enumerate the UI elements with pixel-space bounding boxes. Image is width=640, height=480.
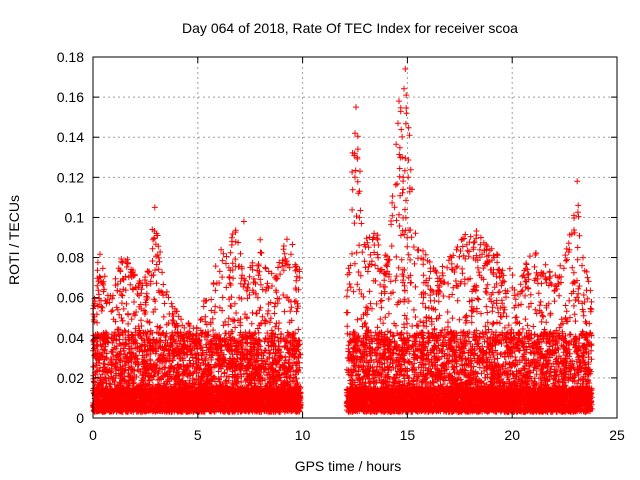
y-tick-label: 0.04 <box>57 330 84 346</box>
x-tick-label: 25 <box>609 427 625 443</box>
axis-ticks: 0 0.02 0.04 0.06 0.08 0.1 0.12 0.14 0.16 0.18 0 5 10… <box>57 49 625 443</box>
y-tick-label: 0.12 <box>57 169 84 185</box>
y-tick-label: 0.02 <box>57 370 84 386</box>
y-tick-label: 0.16 <box>57 89 84 105</box>
scatter-points-path <box>90 66 595 415</box>
data-points <box>90 66 595 415</box>
y-tick-label: 0.18 <box>57 49 84 65</box>
x-axis-label: GPS time / hours <box>295 458 402 474</box>
y-tick-label: 0.1 <box>65 209 85 225</box>
y-axis-label: ROTI / TECUs <box>6 195 22 285</box>
y-tick-label: 0.06 <box>57 290 84 306</box>
x-tick-label: 10 <box>295 427 311 443</box>
plot-frame <box>92 56 618 419</box>
chart-title: Day 064 of 2018, Rate Of TEC Index for r… <box>182 20 518 36</box>
x-tick-label: 20 <box>504 427 520 443</box>
y-tick-label: 0 <box>76 410 84 426</box>
x-tick-label: 0 <box>89 427 97 443</box>
y-tick-label: 0.08 <box>57 250 84 266</box>
y-tick-label: 0.14 <box>57 129 84 145</box>
x-tick-label: 5 <box>194 427 202 443</box>
x-tick-label: 15 <box>400 427 416 443</box>
